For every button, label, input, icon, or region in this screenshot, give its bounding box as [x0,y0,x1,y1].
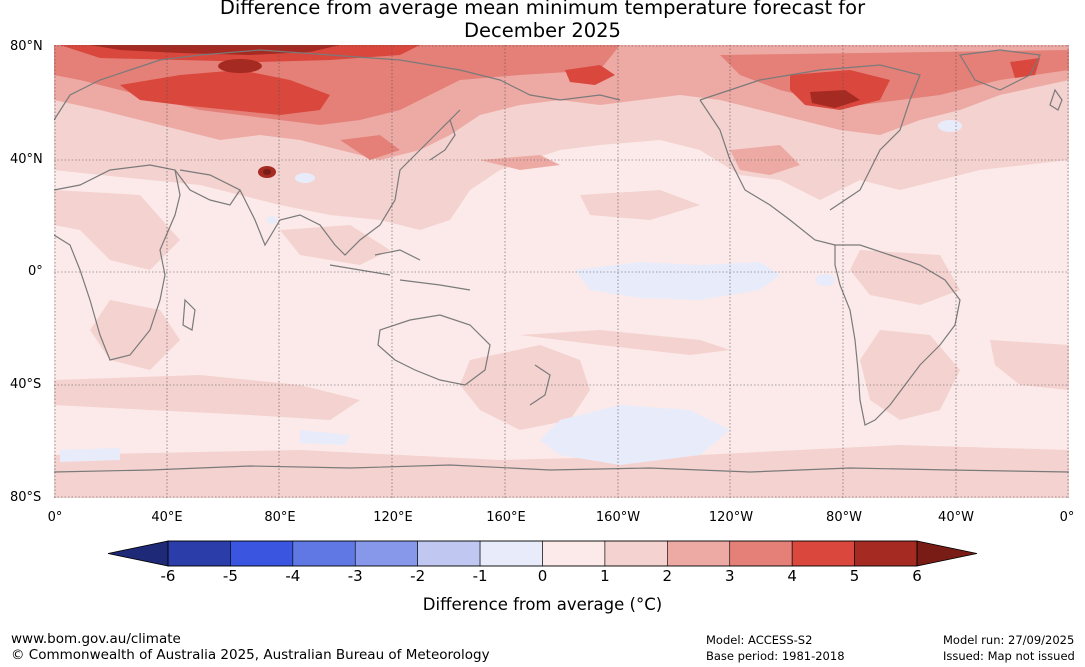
colorbar-tick-label: -2 [410,567,426,585]
warm-anomaly-patch-icon [54,45,1069,498]
colorbar-tick-label: 3 [724,567,735,585]
colorbar-segment [729,540,793,567]
colorbar-segment [354,540,418,567]
map-title-line-1: Difference from average mean minimum tem… [219,0,866,19]
footer-issued: Issued: Map not issued [943,649,1075,663]
lat-label-80n: 80°N [10,39,43,54]
colorbar-segment [667,540,731,567]
map-title-line-2: December 2025 [464,19,621,42]
colorbar-tick-label: -6 [160,567,176,585]
footer-model: Model: ACCESS-S2 [706,633,813,647]
colorbar-segment [542,540,606,567]
colorbar-tick-label: 5 [849,567,860,585]
colorbar-segment [479,540,543,567]
colorbar-label: Difference from average (°C) [422,595,663,614]
colorbar-tick-label: -3 [347,567,363,585]
lon-label-120e: 120°E [373,510,413,525]
colorbar-segment [167,540,231,567]
footer-copyright: © Commonwealth of Australia 2025, Austra… [11,647,490,663]
lon-label-40e: 40°E [151,510,183,525]
colorbar-segment [854,540,918,567]
footer-base-period: Base period: 1981-2018 [706,649,845,663]
lon-label-40w: 40°W [938,510,974,525]
lat-label-40s: 40°S [10,377,42,392]
graticule [54,45,1069,498]
colorbar-tick-label: -1 [472,567,488,585]
lon-label-80e: 80°E [264,510,296,525]
colorbar-low-extend [107,540,169,567]
lon-label-160w: 160°W [595,510,641,525]
anomaly-shading [54,45,1069,498]
coastlines [54,49,1069,473]
lon-label-80w: 80°W [826,510,862,525]
colorbar-tick-label: 2 [662,567,673,585]
colorbar-high-extend [916,540,978,567]
lon-label-160e: 160°E [486,510,526,525]
colorbar-tick-label: 6 [912,567,922,585]
colorbar-tick-label: 4 [787,567,797,585]
colorbar-tick-label: -4 [285,567,301,585]
lat-label-40n: 40°N [10,152,43,167]
colorbar-tick-label: 1 [600,567,610,585]
lat-label-80s: 80°S [10,490,42,505]
colorbar-frame [167,540,918,567]
colorbar-segment [292,540,356,567]
footer-website: www.bom.gov.au/climate [11,631,181,647]
warm-anomaly-patch-icon [90,45,860,178]
lon-label-120w: 120°W [708,510,754,525]
colorbar-segment [230,540,294,567]
map-title: Difference from average mean minimum tem… [0,0,1085,42]
lat-label-equator: 0° [28,264,43,279]
cool-anomaly-patch-icon [60,120,962,465]
colorbar-segment [417,540,481,567]
colorbar-segment [791,540,855,567]
colorbar-segment [604,540,668,567]
lon-label-0-right: 0° [1059,510,1075,525]
colorbar-tick-label: -5 [222,567,238,585]
colorbar-tick-label: 0 [537,567,548,585]
lon-label-0-left: 0° [47,510,63,525]
footer-model-run: Model run: 27/09/2025 [943,633,1075,647]
